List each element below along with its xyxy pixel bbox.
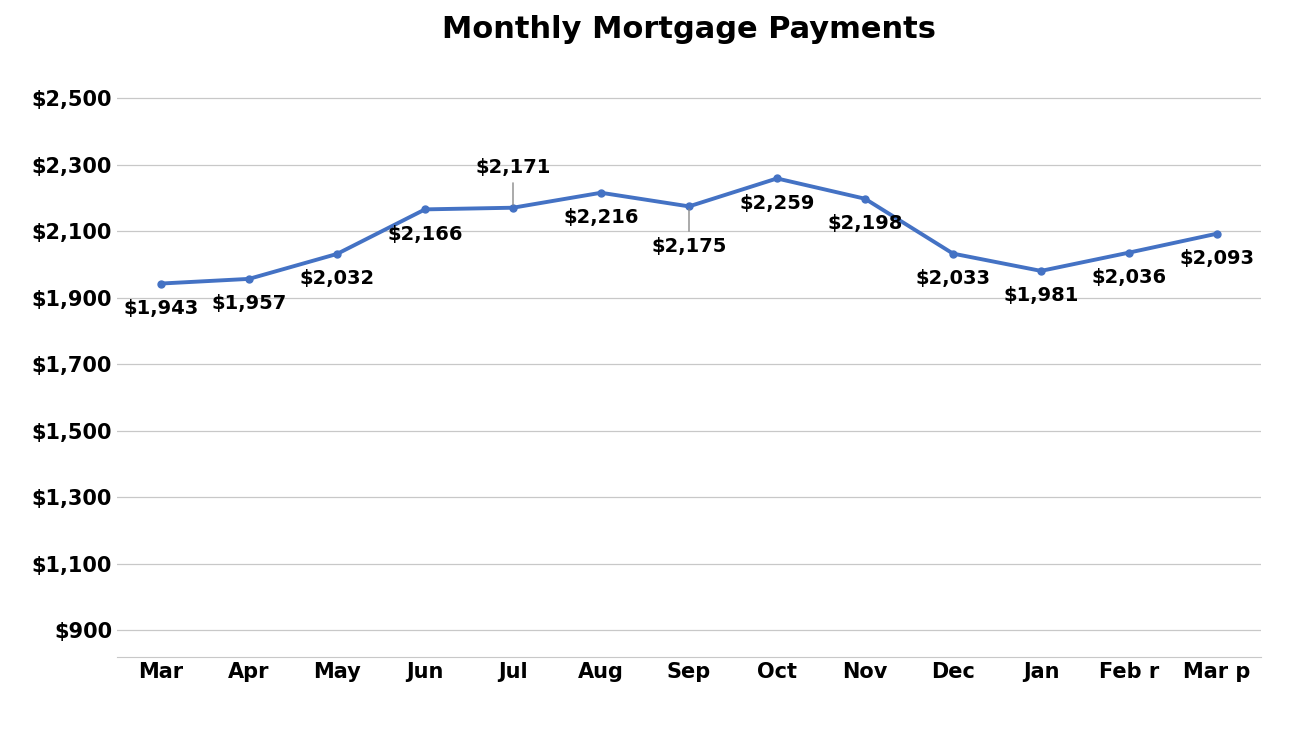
Text: $1,957: $1,957: [212, 294, 286, 313]
Text: $2,036: $2,036: [1092, 268, 1166, 287]
Text: $2,033: $2,033: [915, 269, 991, 288]
Text: $2,032: $2,032: [299, 269, 374, 288]
Text: $2,166: $2,166: [387, 225, 463, 244]
Text: $2,171: $2,171: [476, 158, 551, 205]
Text: $2,198: $2,198: [827, 214, 902, 233]
Text: $2,093: $2,093: [1179, 249, 1254, 268]
Text: $2,175: $2,175: [651, 210, 727, 256]
Text: $1,981: $1,981: [1004, 286, 1079, 305]
Text: $2,259: $2,259: [740, 194, 815, 213]
Text: $2,216: $2,216: [563, 208, 638, 227]
Text: $1,943: $1,943: [124, 299, 199, 318]
Title: Monthly Mortgage Payments: Monthly Mortgage Payments: [442, 15, 936, 44]
